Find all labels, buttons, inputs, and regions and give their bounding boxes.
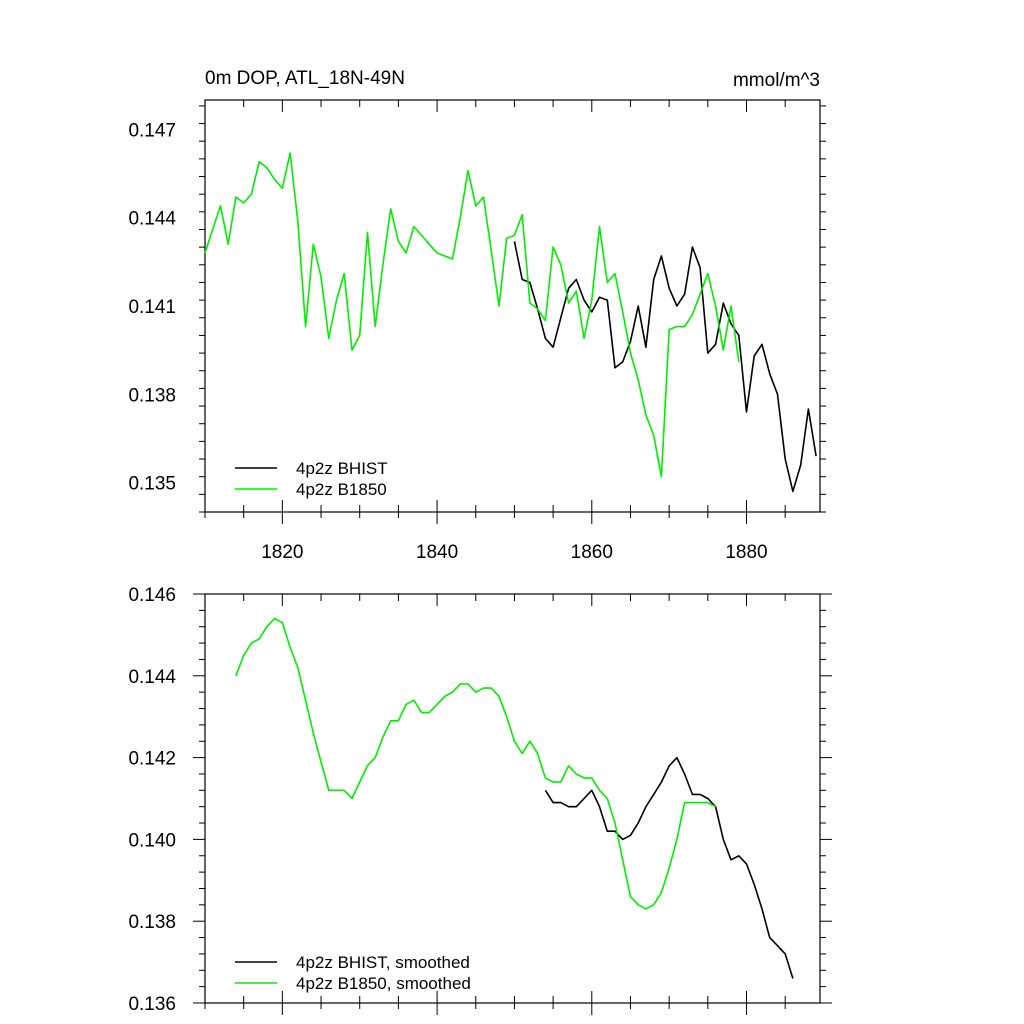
series-line-bhist xyxy=(513,241,817,493)
x-tick-label: 1860 xyxy=(571,542,613,563)
y-tick-label: 0.140 xyxy=(128,830,176,851)
y-tick-label: 0.138 xyxy=(128,912,176,933)
y-tick-label: 0.146 xyxy=(128,585,176,606)
y-tick-label: 0.135 xyxy=(128,474,176,495)
x-tick-label: 1820 xyxy=(261,542,303,563)
plot-frame xyxy=(204,593,821,1004)
legend-label: 4p2z B1850, smoothed xyxy=(296,974,471,993)
x-tick-label: 1880 xyxy=(725,542,767,563)
y-tick-label: 0.136 xyxy=(128,994,176,1015)
y-tick-label: 0.142 xyxy=(128,749,176,770)
legend-label: 4p2z BHIST xyxy=(296,459,388,478)
x-tick-label: 1840 xyxy=(416,542,458,563)
bottom-panel: 0.136 0.138 0.140 0.142 0.144 0.146 4p2z BHIST… xyxy=(128,585,832,1015)
y-tick-label: 0.144 xyxy=(128,667,176,688)
chart-title: 0m DOP, ATL_18N-49N xyxy=(205,68,405,89)
y-tick-label: 0.138 xyxy=(128,385,176,406)
series-line-b1850 xyxy=(204,152,740,478)
y-tick-label: 0.147 xyxy=(128,120,176,141)
legend-label: 4p2z B1850 xyxy=(296,480,387,499)
y-tick-label: 0.141 xyxy=(128,297,176,318)
legend-label: 4p2z BHIST, smoothed xyxy=(296,953,470,972)
top-panel: 1820 1840 1860 1880 0.135 0.138 0.141 0.144 0.14… xyxy=(128,68,826,563)
series-line-b1850 xyxy=(235,617,716,910)
y-tick-label: 0.144 xyxy=(128,209,176,230)
plot-frame xyxy=(204,99,821,513)
chart-units: mmol/m^3 xyxy=(733,70,820,91)
series-line-bhist xyxy=(544,756,794,979)
